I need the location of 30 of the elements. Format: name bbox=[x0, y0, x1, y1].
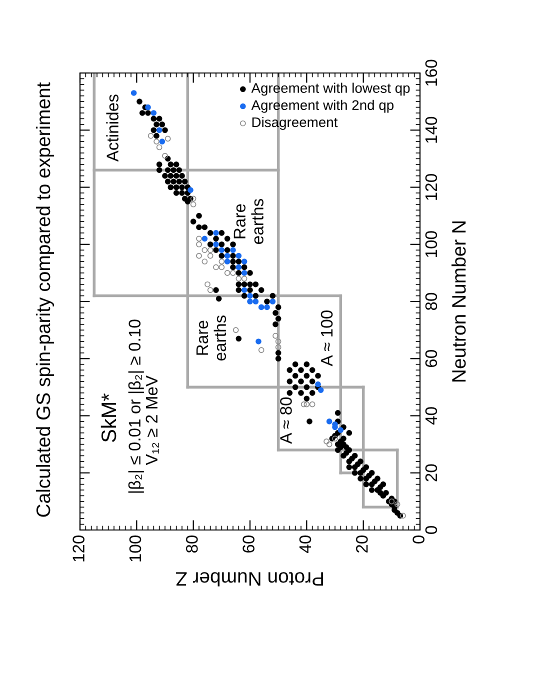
y-tick-label: 140 bbox=[425, 116, 438, 143]
y-tick-label: 120 bbox=[425, 174, 438, 200]
y-tick-label: 60 bbox=[425, 350, 438, 368]
y-tick-label: 80 bbox=[425, 292, 438, 310]
x-tick-label: 80 bbox=[186, 536, 198, 553]
x-tick-label: 60 bbox=[242, 536, 254, 553]
y-tick-label: 20 bbox=[425, 464, 438, 482]
legend-label: Agreement with lowest qp bbox=[251, 82, 410, 96]
legend-label: Agreement with 2nd qp bbox=[251, 100, 394, 113]
annotation: A ≈ 100 bbox=[320, 310, 333, 366]
annotation: A ≈ 80 bbox=[280, 397, 292, 444]
x-tick-label: 100 bbox=[129, 536, 142, 562]
annotation: Rare earths bbox=[234, 198, 264, 244]
annotation: SkM* bbox=[100, 393, 116, 442]
y-tick-label: 0 bbox=[425, 526, 438, 534]
x-tick-label: 40 bbox=[299, 536, 312, 554]
x-tick-label: 20 bbox=[356, 536, 368, 553]
y-tick-label: 100 bbox=[425, 231, 438, 258]
x-tick-label: 0 bbox=[412, 536, 424, 544]
y-tick-label: 40 bbox=[425, 407, 438, 425]
y-axis-title: Neutron Number N bbox=[452, 221, 466, 382]
x-axis-title: Proton Number Z bbox=[176, 572, 323, 586]
annotation: |β₂| ≤ 0.01 or |β₂| ≥ 0.10 bbox=[128, 320, 144, 493]
annotation: V₁₂ ≥ 2 MeV bbox=[146, 375, 159, 466]
text: Calculated GS spin-parity compared to experiment bbox=[36, 82, 54, 517]
annotation: Rare earths bbox=[196, 316, 226, 361]
y-tick-label: 160 bbox=[425, 60, 438, 86]
annotation: Actinides bbox=[106, 94, 118, 162]
x-tick-label: 120 bbox=[72, 536, 84, 562]
legend-label: Disagreement bbox=[252, 116, 338, 130]
